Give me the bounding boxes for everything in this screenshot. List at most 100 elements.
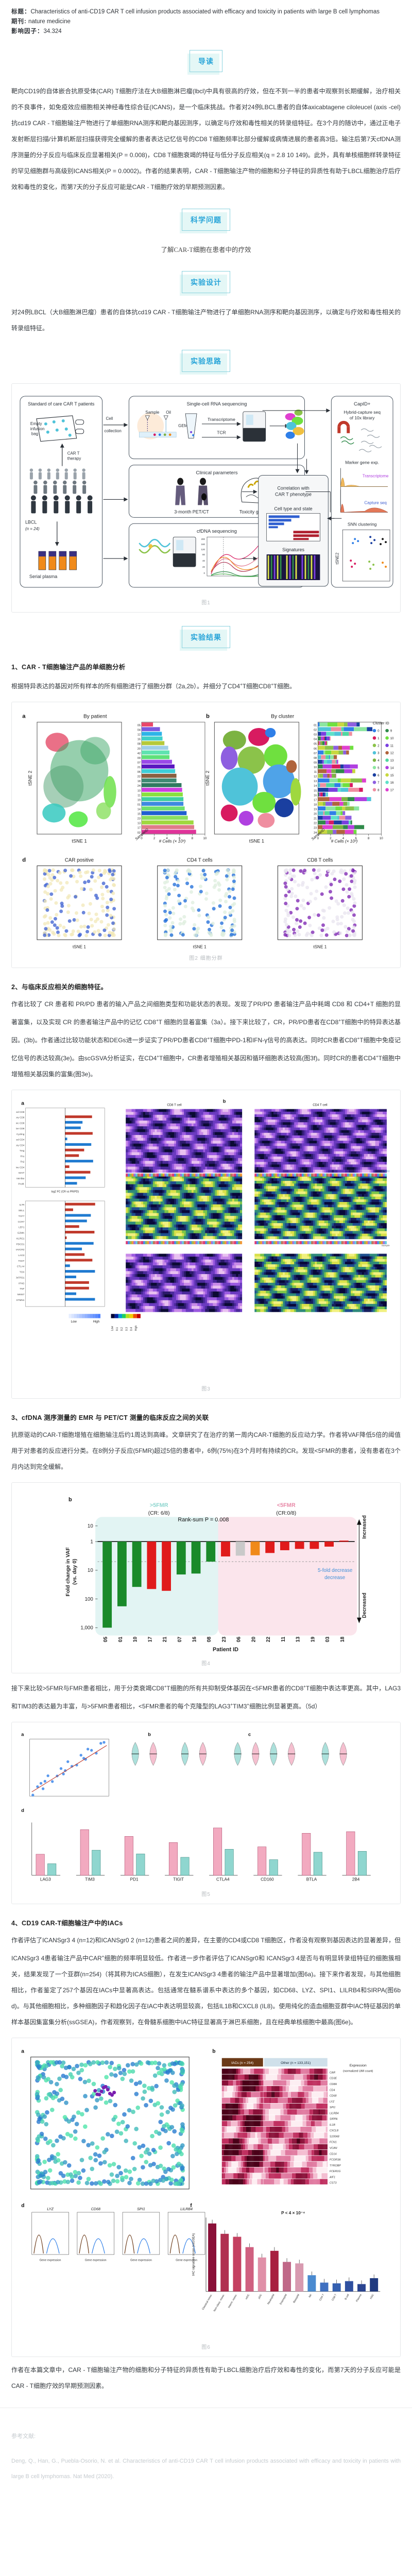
svg-text:11: 11 — [390, 744, 394, 748]
svg-text:TOX: TOX — [20, 1271, 25, 1274]
svg-text:Oil: Oil — [166, 410, 171, 415]
figure-3-caption: 图3 — [201, 1386, 211, 1392]
svg-text:ENTPD1: ENTPD1 — [16, 1277, 25, 1279]
svg-text:20: 20 — [314, 812, 317, 816]
svg-text:4: 4 — [166, 837, 168, 840]
svg-text:11: 11 — [138, 794, 141, 797]
svg-text:Memory CD4: Memory CD4 — [16, 1144, 25, 1147]
svg-text:6: 6 — [355, 837, 357, 840]
svg-text:collection: collection — [105, 429, 122, 433]
badge-results: 实验结果 — [180, 625, 230, 651]
svg-text:03: 03 — [314, 734, 317, 737]
svg-text:06: 06 — [314, 748, 317, 751]
figure-6-card: a b d f IACs (n = 254) Other (n = 133,151… — [11, 2037, 401, 2357]
svg-text:Single-cell RNA sequencing: Single-cell RNA sequencing — [187, 401, 247, 407]
svg-text:Standard of care CAR T patient: Standard of care CAR T patients — [28, 401, 95, 406]
svg-text:10: 10 — [203, 837, 207, 840]
svg-text:160: 160 — [201, 543, 205, 546]
figure-4-caption: 图4 — [201, 1661, 211, 1667]
svg-text:tSNE 1: tSNE 1 — [193, 944, 207, 949]
svg-text:Correlation with: Correlation with — [277, 485, 309, 490]
figure-1-caption: 图1 — [201, 600, 211, 606]
svg-text:3: 3 — [377, 752, 380, 755]
svg-text:# Cells (× 10³): # Cells (× 10³) — [159, 839, 186, 843]
svg-text:CapID+: CapID+ — [354, 401, 371, 407]
figure-3-signatures: a b Exhausted CD8 Memory CD8 Cytotoxic CD8… — [16, 1095, 396, 1381]
svg-text:16: 16 — [390, 781, 394, 785]
svg-text:19: 19 — [138, 799, 141, 802]
svg-text:8: 8 — [368, 837, 370, 840]
svg-text:CAR positive: CAR positive — [65, 857, 94, 863]
svg-text:16: 16 — [138, 738, 141, 741]
section-1-body: 根据特异表达的基因对所有样本的所有细胞进行了细胞分群（2a,2b）。并细分了CD… — [11, 682, 296, 690]
svg-text:tSNE 2: tSNE 2 — [28, 771, 33, 786]
svg-text:19: 19 — [314, 808, 317, 811]
svg-text:15: 15 — [138, 812, 141, 816]
svg-text:05: 05 — [314, 743, 317, 746]
impact-line: 影响因子：34.324 — [11, 27, 401, 37]
badge-intro: 导读 — [187, 50, 222, 75]
paper-title-line: 标题：Characteristics of anti-CD19 CAR T ce… — [11, 7, 401, 17]
svg-text:06: 06 — [138, 771, 141, 774]
svg-text:22: 22 — [138, 775, 141, 778]
svg-text:Empty: Empty — [30, 421, 42, 426]
svg-text:18: 18 — [138, 780, 141, 783]
svg-text:therapy: therapy — [67, 456, 81, 461]
figure-5-exhaustion: a b c d LAG3 TIM3 PD1 TIGIT CTLA4 CD160 BTLA 2B… — [16, 1727, 396, 1886]
svg-text:Naive CD8: Naive CD8 — [16, 1128, 25, 1130]
article-header: 标题：Characteristics of anti-CD19 CAR T ce… — [11, 7, 401, 37]
svg-text:02: 02 — [138, 832, 141, 835]
svg-text:IFNG: IFNG — [19, 1282, 25, 1285]
svg-text:24: 24 — [138, 785, 141, 788]
svg-text:Cycling: Cycling — [16, 1133, 25, 1136]
svg-text:TCF7: TCF7 — [19, 1215, 25, 1217]
svg-text:1: 1 — [377, 737, 380, 740]
svg-text:CTLA4: CTLA4 — [17, 1265, 25, 1268]
svg-text:24: 24 — [314, 832, 317, 835]
svg-text:09: 09 — [314, 761, 317, 765]
svg-text:15: 15 — [390, 774, 394, 777]
svg-text:PDCD1: PDCD1 — [16, 1243, 24, 1246]
svg-text:Sample: Sample — [145, 410, 160, 415]
svg-text:21: 21 — [138, 766, 141, 769]
svg-text:23: 23 — [138, 818, 141, 821]
svg-text:4: 4 — [342, 837, 345, 840]
svg-text:HAVCR2: HAVCR2 — [16, 1249, 25, 1251]
svg-text:Hybrid-capture seq: Hybrid-capture seq — [344, 410, 381, 415]
svg-text:4: 4 — [377, 759, 380, 762]
journal-value: nature medicine — [28, 19, 71, 25]
article-page: 标题：Characteristics of anti-CD19 CAR T ce… — [11, 7, 401, 2389]
svg-text:tSNE2: tSNE2 — [335, 552, 339, 565]
svg-text:01: 01 — [138, 803, 141, 806]
svg-text:NK-like: NK-like — [16, 1177, 25, 1180]
svg-text:Cell type and state: Cell type and state — [274, 506, 312, 511]
svg-text:Prolif.: Prolif. — [18, 1183, 24, 1185]
svg-text:12: 12 — [314, 775, 317, 778]
svg-text:SNN clustering: SNN clustering — [348, 521, 377, 527]
figure-5-card: a b c d LAG3 TIM3 PD1 TIGIT CTLA4 CD160 BTLA 2B… — [11, 1722, 401, 1904]
svg-text:# Cells (× 10³): # Cells (× 10³) — [331, 839, 358, 843]
svg-text:Exhausted CD4: Exhausted CD4 — [16, 1139, 25, 1141]
title-label: 标题： — [11, 9, 31, 15]
svg-text:07: 07 — [314, 752, 317, 755]
svg-text:Th1: Th1 — [20, 1155, 24, 1158]
svg-text:04: 04 — [314, 738, 317, 741]
svg-text:Th2: Th2 — [20, 1161, 24, 1163]
badge-approach-wrap: 实验思路 — [11, 350, 401, 375]
badge-results-label: 实验结果 — [191, 633, 221, 641]
svg-text:14: 14 — [138, 808, 141, 811]
svg-text:40: 40 — [202, 560, 205, 562]
svg-text:02: 02 — [314, 728, 317, 732]
conclusion-text: 作者在本篇文章中，CAR - T细胞输注产物的细胞和分子特征的异质性有助于LBC… — [11, 2366, 401, 2389]
svg-text:Memory CD8: Memory CD8 — [16, 1116, 25, 1119]
svg-text:infusion: infusion — [30, 427, 44, 431]
svg-text:14: 14 — [390, 766, 394, 770]
svg-text:22: 22 — [314, 822, 317, 825]
section-2-title: 2、与临床反应相关的细胞特征。 — [11, 984, 108, 991]
svg-text:KLRG1: KLRG1 — [16, 1238, 25, 1240]
svg-text:a: a — [22, 713, 26, 719]
svg-text:12: 12 — [390, 752, 394, 755]
svg-text:Clinical parameters: Clinical parameters — [196, 470, 237, 476]
svg-text:10: 10 — [138, 789, 141, 792]
journal-line: 期刊: nature medicine — [11, 17, 401, 27]
